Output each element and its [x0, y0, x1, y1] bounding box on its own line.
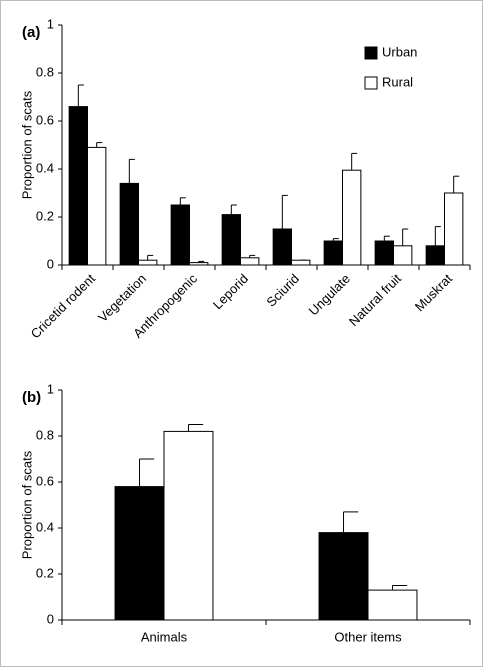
bar: [170, 204, 190, 266]
legend-swatch: [364, 46, 378, 60]
bar: [68, 106, 88, 266]
y-axis-label: Proportion of scats: [19, 450, 34, 559]
y-tick-label: 0.4: [36, 160, 54, 175]
y-tick-label: 1: [47, 381, 54, 396]
y-tick-label: 0: [47, 256, 54, 271]
panel-label: (a): [22, 24, 40, 41]
panel-label: (b): [22, 389, 41, 406]
y-tick-label: 0.6: [36, 473, 54, 488]
y-tick-label: 0: [47, 611, 54, 626]
y-tick-label: 0.2: [36, 208, 54, 223]
bar: [374, 240, 395, 266]
bar: [119, 182, 139, 266]
bar: [272, 228, 293, 266]
legend-label: Urban: [382, 44, 417, 59]
y-tick-label: 0.8: [36, 427, 54, 442]
y-axis-label: Proportion of scats: [19, 90, 34, 199]
y-tick-label: 0.6: [36, 112, 54, 127]
bar: [323, 240, 344, 266]
y-tick-label: 0.2: [36, 565, 54, 580]
bar: [444, 192, 464, 266]
bar: [425, 245, 446, 266]
bar: [163, 430, 214, 621]
y-tick-label: 0.4: [36, 519, 54, 534]
bar: [291, 259, 311, 266]
y-tick-label: 1: [47, 16, 54, 31]
y-tick-label: 0.8: [36, 64, 54, 79]
bar: [87, 146, 107, 266]
bar: [393, 245, 413, 266]
bar: [114, 486, 165, 621]
x-tick-label: Animals: [141, 629, 188, 644]
bar: [138, 259, 158, 266]
bar: [240, 257, 260, 266]
bar: [189, 262, 209, 266]
legend-label: Rural: [382, 74, 413, 89]
bar: [318, 532, 369, 621]
bar: [221, 214, 241, 266]
bar: [342, 169, 362, 266]
bar: [367, 589, 418, 621]
legend-swatch: [364, 76, 378, 90]
x-tick-label: Other items: [334, 629, 402, 644]
